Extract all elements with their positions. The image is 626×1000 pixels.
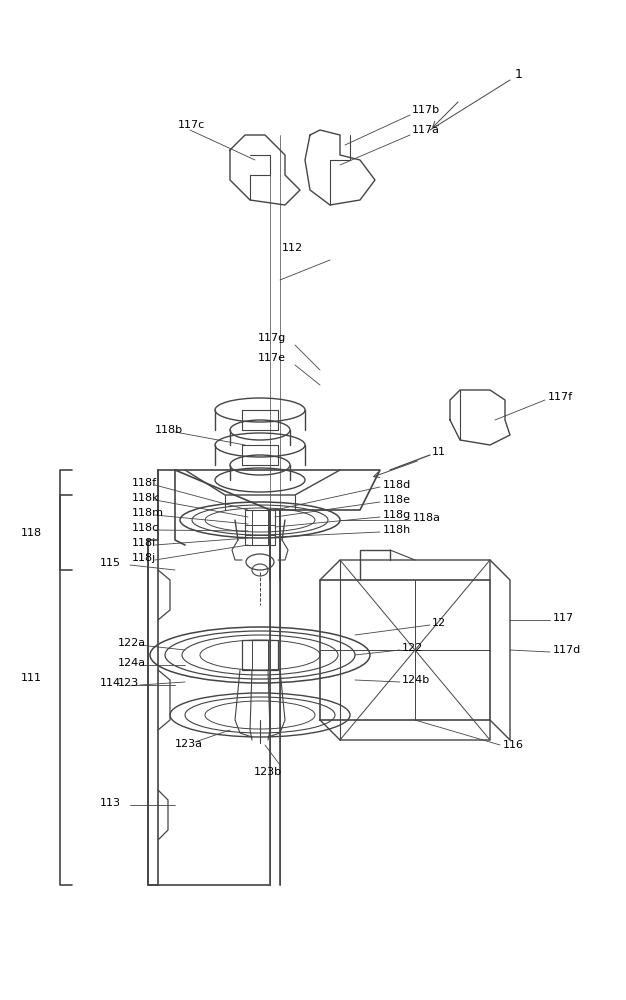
Text: 117a: 117a: [412, 125, 440, 135]
Text: 116: 116: [503, 740, 524, 750]
Text: 118c: 118c: [132, 523, 159, 533]
Text: 117g: 117g: [258, 333, 286, 343]
Text: 115: 115: [100, 558, 121, 568]
Text: 118g: 118g: [383, 510, 411, 520]
Text: 117b: 117b: [412, 105, 440, 115]
Text: 111: 111: [21, 673, 42, 683]
Text: 118m: 118m: [132, 508, 164, 518]
Text: 117: 117: [553, 613, 574, 623]
Text: 114: 114: [100, 678, 121, 688]
Text: 123b: 123b: [254, 767, 282, 777]
Text: 118b: 118b: [155, 425, 183, 435]
Text: 1: 1: [515, 68, 523, 82]
Text: 124a: 124a: [118, 658, 146, 668]
Text: 117d: 117d: [553, 645, 582, 655]
Text: 112: 112: [282, 243, 303, 253]
Text: 118f: 118f: [132, 478, 157, 488]
Text: 12: 12: [432, 618, 446, 628]
Text: 118h: 118h: [383, 525, 411, 535]
Text: 118j: 118j: [132, 553, 156, 563]
Text: 117c: 117c: [178, 120, 205, 130]
Text: 118e: 118e: [383, 495, 411, 505]
Text: 117e: 117e: [258, 353, 286, 363]
Text: 123a: 123a: [175, 739, 203, 749]
Text: 118: 118: [21, 528, 42, 538]
Text: 124b: 124b: [402, 675, 430, 685]
Text: 118i: 118i: [132, 538, 156, 548]
Text: 118a: 118a: [413, 513, 441, 523]
Text: 123: 123: [118, 678, 139, 688]
Text: 118k: 118k: [132, 493, 160, 503]
Text: 113: 113: [100, 798, 121, 808]
Text: 122a: 122a: [118, 638, 146, 648]
Text: 11: 11: [432, 447, 446, 457]
Text: 118d: 118d: [383, 480, 411, 490]
Text: 122: 122: [402, 643, 423, 653]
Text: 117f: 117f: [548, 392, 573, 402]
